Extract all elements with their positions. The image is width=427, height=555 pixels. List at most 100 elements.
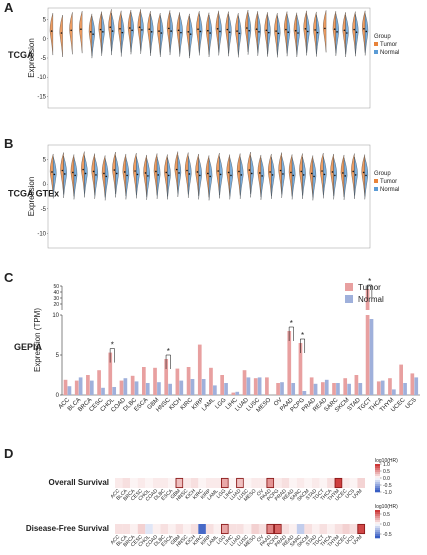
column-label: ACC	[109, 488, 121, 500]
median-dot	[74, 174, 76, 177]
legend-label: Normal	[380, 187, 399, 193]
median-dot	[157, 174, 160, 176]
median-dot	[134, 170, 136, 172]
bar	[201, 379, 206, 395]
colorbar-label: -0.5	[383, 532, 392, 538]
violin-half	[216, 152, 220, 196]
violin-half	[166, 10, 171, 53]
heatmap-cell	[289, 478, 297, 488]
plot-frame	[47, 144, 371, 249]
bar	[209, 367, 213, 395]
median-dot	[334, 174, 336, 177]
violin-half	[293, 12, 297, 55]
median-dot	[115, 172, 118, 175]
bar	[354, 375, 359, 395]
median-dot	[131, 29, 133, 32]
bar	[63, 379, 68, 395]
violin-half	[94, 156, 99, 199]
median-dot	[323, 173, 326, 176]
bar	[309, 377, 314, 395]
heatmap-cell	[175, 524, 184, 534]
median-dot	[227, 171, 230, 174]
median-dot	[141, 29, 143, 31]
violin-half	[244, 9, 249, 53]
median-dot	[306, 30, 309, 33]
heatmap-cell	[175, 478, 184, 488]
colorbar-step	[375, 518, 380, 521]
bar	[399, 364, 403, 395]
violin-half	[333, 157, 337, 200]
sig-mark: *	[301, 331, 304, 340]
bar	[242, 370, 247, 395]
y-axis-label: Expression (TPM)	[33, 308, 42, 372]
median-dot	[121, 31, 124, 34]
median-dot	[294, 29, 297, 32]
heatmap-cell	[281, 478, 290, 488]
heatmap-cell	[274, 524, 282, 534]
heatmap-cell	[258, 524, 267, 534]
heatmap-cell	[221, 524, 229, 534]
colorbar-step	[375, 532, 380, 535]
bar	[403, 383, 407, 395]
violin-half	[330, 153, 334, 196]
column-label: LGG	[216, 488, 228, 500]
bar	[358, 383, 363, 395]
median-dot	[324, 27, 326, 30]
median-dot	[331, 171, 334, 173]
y-tick-label: -15	[37, 94, 46, 100]
bar	[280, 382, 284, 395]
violin-half	[306, 13, 310, 56]
sig-mark: *	[290, 319, 293, 328]
violin-half	[91, 16, 95, 59]
colorbar-step	[375, 468, 380, 471]
bar	[414, 377, 419, 395]
heatmap-cell	[342, 524, 350, 534]
median-dot	[304, 27, 307, 30]
bar	[119, 380, 124, 395]
violin-half	[153, 153, 158, 196]
violin-half	[169, 13, 174, 56]
cell-box	[175, 477, 184, 489]
median-dot	[344, 175, 347, 177]
violin-half	[296, 14, 300, 58]
legend-title: log10(HR)	[375, 458, 398, 464]
sig-mark: *	[111, 341, 114, 350]
median-dot	[123, 171, 126, 173]
colorbar-step	[375, 514, 380, 517]
colorbar-label: 0.5	[383, 512, 390, 518]
violin-half	[108, 9, 112, 52]
colorbar-step	[375, 464, 380, 467]
y-tick-label: 30	[53, 296, 59, 302]
bar	[123, 378, 128, 395]
median-dot	[269, 171, 271, 173]
colorbar-step	[375, 480, 380, 483]
violin-half	[235, 13, 239, 56]
heatmap-cell	[236, 524, 244, 534]
bar	[320, 382, 325, 395]
colorbar-step	[375, 526, 380, 529]
violin-half	[122, 153, 127, 196]
cell-box	[266, 477, 275, 489]
heatmap-cell	[145, 478, 153, 488]
violin-half	[60, 152, 64, 195]
y-axis-label: Expression	[27, 177, 36, 217]
median-dot	[167, 27, 170, 30]
median-dot	[147, 175, 149, 177]
heatmap-cell	[319, 478, 328, 488]
median-dot	[128, 27, 131, 29]
violin-half	[228, 14, 232, 57]
violin-half	[146, 157, 150, 200]
heatmap-cell	[274, 478, 282, 488]
bar	[287, 331, 292, 395]
heatmap-cell	[190, 478, 199, 488]
y-tick-label: 0	[56, 393, 60, 399]
median-dot	[216, 27, 219, 30]
heatmap-cell	[357, 478, 365, 488]
x-tick-label: UCS	[405, 397, 418, 410]
bar	[197, 344, 202, 395]
y-tick-label: 5	[43, 158, 47, 164]
heatmap-cell	[122, 478, 131, 488]
median-dot	[352, 170, 355, 173]
bar	[231, 392, 236, 395]
heatmap-cell	[213, 524, 222, 534]
